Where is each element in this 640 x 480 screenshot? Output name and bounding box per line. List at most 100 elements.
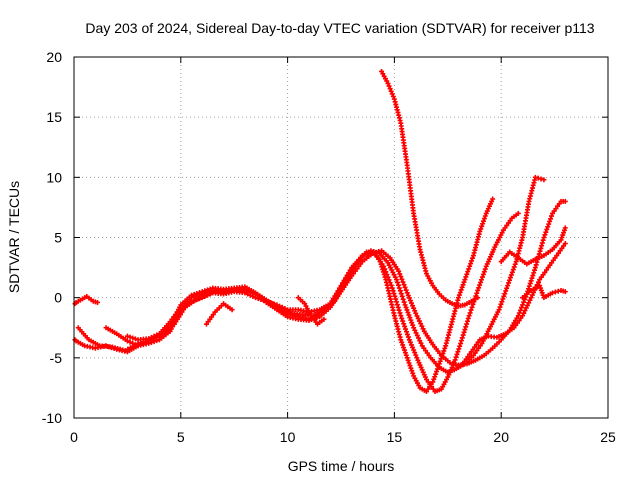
data-point [476,285,482,291]
series-11 [203,301,235,327]
data-point [541,235,547,240]
data-point [198,295,204,301]
data-point [195,296,201,302]
data-point [398,337,404,343]
data-point [506,280,512,286]
data-point [373,249,379,255]
data-point [528,295,534,301]
data-point [314,315,320,321]
data-point [397,271,403,277]
data-point [205,289,210,295]
data-point [387,280,393,286]
data-point [404,331,410,337]
data-point [467,263,473,269]
data-point [400,318,406,324]
data-point [544,226,550,232]
data-point [406,312,412,318]
series-9 [520,283,568,301]
chart-title: Day 203 of 2024, Sidereal Day-to-day VTE… [85,20,594,36]
data-point [521,299,527,305]
data-point [458,338,464,344]
data-point [399,315,405,321]
data-point [416,335,422,341]
data-point [527,297,533,303]
data-point [520,313,526,319]
data-point [542,232,548,238]
data-point [475,295,481,301]
data-point [454,351,460,357]
data-point [401,347,407,353]
data-point [547,218,553,224]
data-point [127,345,133,351]
data-point [412,327,418,333]
data-point [511,264,517,270]
series-5 [124,198,568,368]
data-point [555,288,561,294]
y-tick-label: 5 [54,230,62,246]
data-point [381,263,387,269]
data-point [528,278,534,284]
data-point [503,288,509,294]
data-point [508,272,514,278]
data-point [242,286,248,292]
data-point [94,299,100,305]
y-tick-label: 10 [46,169,62,185]
data-point [403,304,409,310]
data-point [462,277,468,283]
data-point [468,307,474,313]
data-point [516,310,522,316]
data-point [408,365,414,371]
data-point [413,330,419,336]
data-point [405,310,411,316]
data-point [390,94,396,100]
data-point [523,305,529,311]
data-point [124,333,130,339]
data-point [389,91,395,97]
data-point [419,323,425,329]
data-point [408,300,414,306]
data-point [140,340,146,346]
data-point [130,340,136,346]
data-point [459,335,465,341]
data-point [194,293,200,299]
data-point [496,307,502,313]
data-point [450,360,456,366]
data-point [400,296,406,302]
data-point [394,277,400,283]
data-point [447,360,453,366]
data-point [480,271,486,277]
data-point [504,285,510,291]
data-point [464,321,470,327]
data-point [562,225,568,231]
data-point [402,302,408,308]
data-point [562,241,568,247]
data-point [409,320,415,326]
data-point [518,305,524,311]
data-point [462,327,468,333]
data-point [460,332,466,338]
data-point [321,316,327,322]
y-tick-label: 15 [46,109,62,125]
data-point [376,249,382,255]
data-point [510,267,516,273]
data-point [191,294,197,300]
data-point [415,315,421,321]
data-point [388,88,394,94]
data-point [465,315,471,321]
data-point [410,344,416,350]
data-point [384,272,390,278]
data-point [482,213,488,219]
data-point [411,325,417,331]
data-point [398,291,404,297]
data-point [414,355,420,361]
grid [74,57,608,418]
data-point [461,279,467,285]
data-point [148,334,154,340]
data-point [418,340,424,346]
data-point [470,301,476,307]
data-point [370,250,376,256]
data-point [401,282,407,288]
data-point [388,282,394,288]
data-point [441,348,447,354]
